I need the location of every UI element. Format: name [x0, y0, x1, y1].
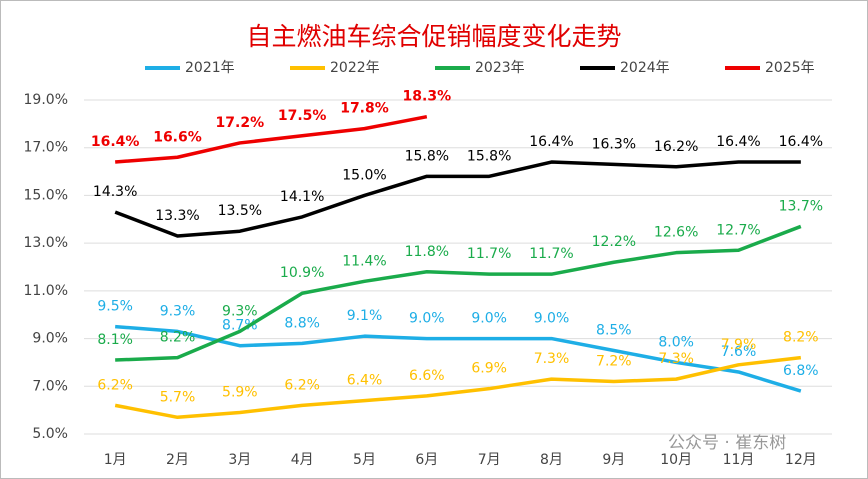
data-label: 6.4% — [347, 373, 383, 389]
data-label: 9.5% — [97, 299, 133, 315]
y-tick-label: 11.0% — [24, 283, 68, 299]
data-label: 11.7% — [467, 246, 511, 262]
legend-label: 2022年 — [330, 60, 380, 76]
data-label: 8.0% — [658, 334, 694, 350]
data-label: 14.1% — [280, 189, 324, 205]
legend-label: 2023年 — [475, 60, 525, 76]
data-label: 9.0% — [534, 311, 570, 327]
data-label: 9.3% — [222, 303, 258, 319]
data-label: 16.6% — [153, 129, 202, 145]
data-label: 13.3% — [155, 208, 199, 224]
data-label: 7.3% — [658, 351, 694, 367]
data-label: 6.2% — [97, 377, 133, 393]
data-label: 12.6% — [654, 225, 698, 241]
data-label: 9.1% — [347, 308, 383, 324]
data-label: 13.5% — [218, 203, 262, 219]
data-label: 17.2% — [216, 115, 265, 131]
data-label: 16.3% — [592, 136, 636, 152]
y-tick-label: 17.0% — [24, 140, 68, 156]
data-label: 11.8% — [405, 244, 449, 260]
x-tick-label: 12月 — [785, 452, 817, 468]
data-label: 7.9% — [721, 337, 757, 353]
data-label: 7.3% — [534, 351, 570, 367]
data-label: 16.4% — [716, 134, 760, 150]
data-label: 8.8% — [284, 315, 320, 331]
data-label: 11.4% — [342, 253, 386, 269]
data-label: 8.2% — [160, 330, 196, 346]
x-tick-label: 8月 — [540, 452, 563, 468]
data-label: 6.9% — [471, 361, 507, 377]
data-label: 5.7% — [160, 389, 196, 405]
data-label: 5.9% — [222, 385, 258, 401]
series-line — [115, 224, 802, 362]
chart-title: 自主燃油车综合促销幅度变化走势 — [246, 22, 621, 51]
data-label: 12.2% — [592, 234, 636, 250]
x-tick-label: 11月 — [723, 452, 755, 468]
data-label: 6.8% — [783, 363, 819, 379]
data-label: 11.7% — [529, 246, 573, 262]
y-tick-label: 7.0% — [32, 378, 68, 394]
y-tick-label: 5.0% — [32, 426, 68, 442]
data-label: 15.0% — [342, 167, 386, 183]
data-label: 6.6% — [409, 368, 445, 384]
data-label: 15.8% — [467, 148, 511, 164]
data-label: 16.4% — [91, 134, 140, 150]
data-label: 14.3% — [93, 184, 137, 200]
series-line — [115, 114, 428, 164]
data-label: 7.2% — [596, 354, 632, 370]
data-label: 16.2% — [654, 139, 698, 155]
x-tick-label: 4月 — [291, 452, 314, 468]
watermark: 公众号 · 崔东树 — [668, 433, 786, 453]
data-label: 7.6% — [721, 344, 757, 360]
data-label: 9.3% — [160, 303, 196, 319]
data-label: 15.8% — [405, 148, 449, 164]
data-label: 17.5% — [278, 108, 327, 124]
x-tick-label: 7月 — [478, 452, 501, 468]
x-tick-label: 2月 — [166, 452, 189, 468]
y-tick-label: 15.0% — [24, 187, 68, 203]
y-tick-label: 13.0% — [24, 235, 68, 251]
legend-label: 2025年 — [765, 60, 815, 76]
data-label: 16.4% — [529, 134, 573, 150]
x-tick-label: 9月 — [602, 452, 625, 468]
series-line — [114, 160, 801, 238]
series-line — [115, 324, 802, 393]
data-label: 9.0% — [409, 311, 445, 327]
legend-label: 2024年 — [620, 60, 670, 76]
data-label: 8.7% — [222, 318, 258, 334]
y-tick-label: 19.0% — [24, 92, 68, 108]
x-tick-label: 5月 — [353, 452, 376, 468]
data-label: 9.0% — [471, 311, 507, 327]
legend-label: 2021年 — [185, 60, 235, 76]
data-label: 17.8% — [340, 101, 389, 117]
data-label: 12.7% — [716, 222, 760, 238]
data-label: 18.3% — [403, 89, 452, 105]
x-tick-label: 1月 — [104, 452, 127, 468]
series-line — [114, 355, 802, 420]
x-tick-label: 6月 — [415, 452, 438, 468]
data-label: 6.2% — [284, 377, 320, 393]
data-label: 13.7% — [779, 198, 823, 214]
x-tick-label: 3月 — [228, 452, 251, 468]
x-tick-label: 10月 — [660, 452, 692, 468]
data-label: 8.1% — [97, 332, 133, 348]
data-label: 8.5% — [596, 323, 632, 339]
data-label: 10.9% — [280, 265, 324, 281]
y-tick-label: 9.0% — [32, 331, 68, 347]
data-label: 16.4% — [779, 134, 823, 150]
data-label: 8.2% — [783, 330, 819, 346]
